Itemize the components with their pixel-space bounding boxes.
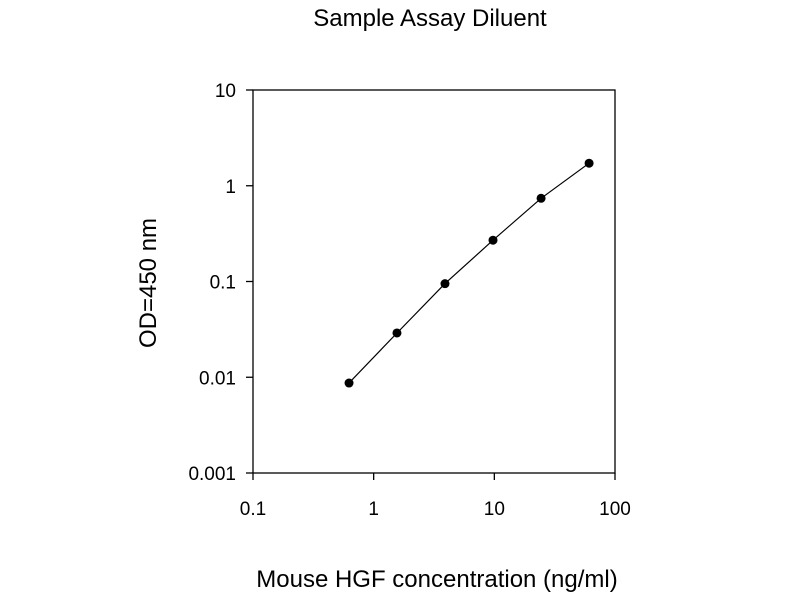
- y-axis: 0.001 0.01 0.1 1 10: [188, 81, 253, 485]
- x-tick-label: 0.1: [240, 499, 266, 520]
- data-point: [344, 378, 354, 388]
- x-tick-label: 10: [484, 499, 505, 520]
- y-axis-title: OD=450 nm: [135, 218, 162, 348]
- series-layer: [344, 158, 594, 388]
- y-tick-label: 0.1: [210, 273, 236, 294]
- data-point: [392, 328, 402, 338]
- x-axis: 0.1 1 10 100: [240, 473, 631, 520]
- y-tick-label: 10: [215, 81, 236, 102]
- data-point: [440, 279, 450, 289]
- x-tick-label: 100: [599, 499, 631, 520]
- x-tick-label: 1: [368, 499, 379, 520]
- plot-area-frame: [252, 89, 616, 474]
- data-point: [584, 158, 594, 168]
- x-axis-title: Mouse HGF concentration (ng/ml): [256, 566, 617, 593]
- y-tick-label: 0.01: [199, 368, 236, 389]
- chart-title: Sample Assay Diluent: [313, 5, 547, 32]
- series-line: [348, 162, 590, 384]
- y-tick-label: 1: [225, 177, 236, 198]
- data-point: [488, 235, 498, 245]
- y-tick-label: 0.001: [188, 464, 236, 485]
- data-point: [536, 193, 546, 203]
